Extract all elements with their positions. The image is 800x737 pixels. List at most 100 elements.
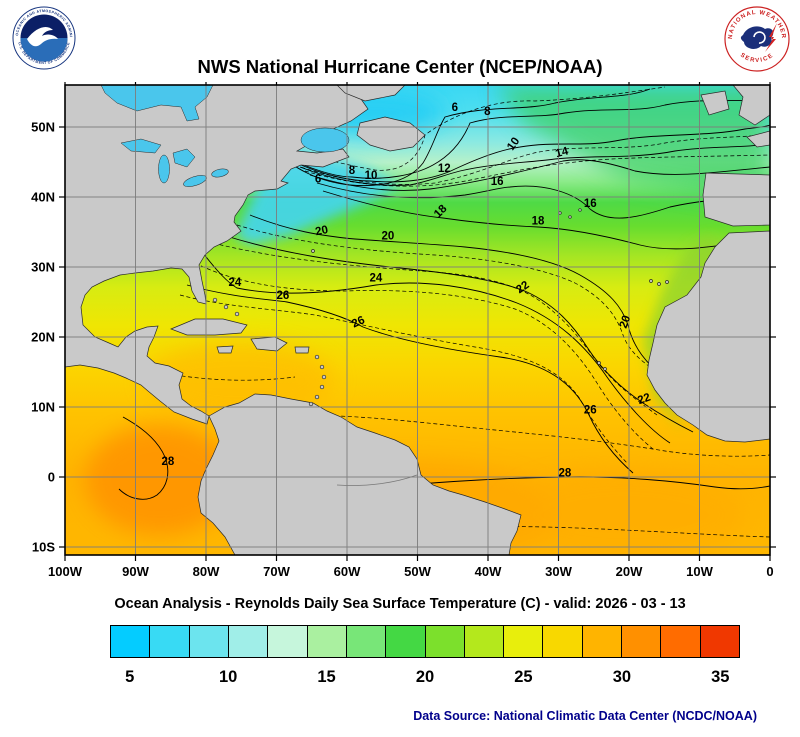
latlon-grid	[65, 85, 770, 555]
lon-label-90W: 90W	[122, 564, 149, 579]
colorbar-segment-3	[228, 626, 269, 657]
colorbar-tick-5: 5	[125, 668, 135, 686]
colorbar-tick-10: 10	[218, 668, 238, 686]
contour-label-20: 20	[381, 231, 394, 243]
contour-label-6: 6	[315, 173, 321, 185]
contour-label-8: 8	[484, 106, 491, 118]
colorbar-segment-4	[268, 626, 308, 657]
sst-contour-minor	[304, 154, 770, 187]
lesser-antilles	[308, 354, 327, 407]
contour-label-20: 20	[314, 224, 329, 238]
lat-label-0: 0	[48, 470, 55, 485]
puerto-rico	[294, 346, 310, 354]
temperature-colorbar	[110, 625, 740, 658]
contour-label-24: 24	[370, 273, 383, 285]
contour-label-26: 26	[584, 404, 597, 416]
nws-globe-icon	[740, 26, 774, 49]
contour-label-16: 16	[491, 176, 504, 188]
sst-contour-28	[118, 416, 169, 500]
gulf-of-st-lawrence	[300, 127, 350, 153]
contour-label-12: 12	[438, 163, 451, 175]
ireland	[700, 90, 730, 116]
nws-logo: NATIONAL WEATHER SERVICE	[724, 6, 790, 72]
contour-label-26: 26	[350, 314, 367, 330]
colorbar-segment-5	[307, 626, 347, 657]
lon-label-70W: 70W	[263, 564, 290, 579]
newfoundland	[356, 116, 426, 152]
france-coast	[746, 130, 770, 148]
lon-label-40W: 40W	[475, 564, 502, 579]
sst-contour-22	[222, 234, 694, 433]
sst-contour-24	[202, 252, 671, 444]
lat-label-10S: 10S	[32, 540, 55, 555]
jamaica	[216, 345, 234, 354]
sst-contour-minor	[294, 132, 770, 185]
lake-ontario	[211, 168, 229, 178]
sst-contour-minor	[264, 86, 666, 171]
colorbar-segment-12	[582, 626, 623, 657]
colorbar-tick-35: 35	[711, 668, 730, 686]
colorbar-segment-8	[425, 626, 465, 657]
contour-label-28: 28	[162, 456, 175, 468]
sst-contour-18	[322, 190, 770, 250]
contour-label-10: 10	[365, 170, 378, 182]
page-title: NWS National Hurricane Center (NCEP/NOAA…	[197, 56, 603, 77]
lon-label-80W: 80W	[193, 564, 220, 579]
iberia	[702, 172, 770, 227]
hudson-bay	[100, 85, 214, 122]
colorbar-segment-6	[346, 626, 387, 657]
contour-label-18: 18	[532, 215, 545, 227]
lat-label-10N: 10N	[31, 400, 55, 415]
lat-label-50N: 50N	[31, 120, 55, 135]
colorbar-tick-20: 20	[415, 668, 435, 686]
nws-rim-text-bottom: SERVICE	[739, 52, 775, 64]
lat-label-30N: 30N	[31, 260, 55, 275]
lon-label-10W: 10W	[686, 564, 713, 579]
nws-lightning-icon	[765, 23, 777, 52]
sst-contour-minor	[174, 374, 296, 381]
colorbar-segment-1	[150, 626, 190, 657]
contour-label-28: 28	[558, 467, 571, 479]
britain	[732, 85, 770, 126]
lon-label-100W: 100W	[48, 564, 83, 579]
contour-label-14: 14	[554, 145, 570, 160]
sst-contour-12	[299, 142, 770, 186]
contour-label-24: 24	[229, 277, 242, 289]
colorbar-segment-14	[661, 626, 701, 657]
data-source-note: Data Source: National Climatic Data Cent…	[413, 709, 757, 723]
colorbar-tick-25: 25	[514, 668, 533, 686]
colorbar-tick-15: 15	[317, 668, 336, 686]
lake-superior	[120, 138, 162, 154]
sst-contour-minor	[194, 262, 654, 450]
gulf-of-guinea-warm	[505, 470, 745, 555]
panama-bight-warm-pool	[85, 425, 235, 535]
lake-huron	[172, 148, 196, 168]
contour-label-16: 16	[584, 198, 597, 210]
greenland-tip	[336, 85, 406, 102]
lon-label-60W: 60W	[334, 564, 361, 579]
noaa-gull-icon	[27, 27, 58, 47]
colorbar-segment-10	[504, 626, 544, 657]
sst-contour-16	[316, 182, 770, 219]
colorbar-tick-labels: 5 10 15 20 25 30 35	[110, 668, 740, 692]
contour-label-26: 26	[276, 290, 289, 302]
colorbar-segment-11	[543, 626, 583, 657]
lake-michigan	[158, 154, 170, 184]
contour-label-6: 6	[452, 102, 458, 114]
lon-label-30W: 30W	[545, 564, 572, 579]
chart-caption: Ocean Analysis - Reynolds Daily Sea Surf…	[114, 596, 686, 612]
sst-contour-minor	[212, 242, 658, 416]
lon-label-50W: 50W	[404, 564, 431, 579]
colorbar-tick-30: 30	[612, 668, 632, 686]
cuba	[170, 318, 248, 336]
nws-cyclone-icon	[753, 31, 766, 44]
colorbar-segment-15	[700, 626, 739, 657]
axis-labels: 100W 90W 80W 70W 60W 50W 40W 30W 20W 10W 0 50N 40N 30…	[31, 82, 776, 579]
isotherm-layer	[118, 86, 770, 538]
lat-label-40N: 40N	[31, 190, 55, 205]
sst-contour-10	[289, 124, 770, 183]
lon-label-20W: 20W	[616, 564, 643, 579]
contour-label-20: 20	[618, 314, 634, 330]
colorbar-segment-13	[622, 626, 662, 657]
